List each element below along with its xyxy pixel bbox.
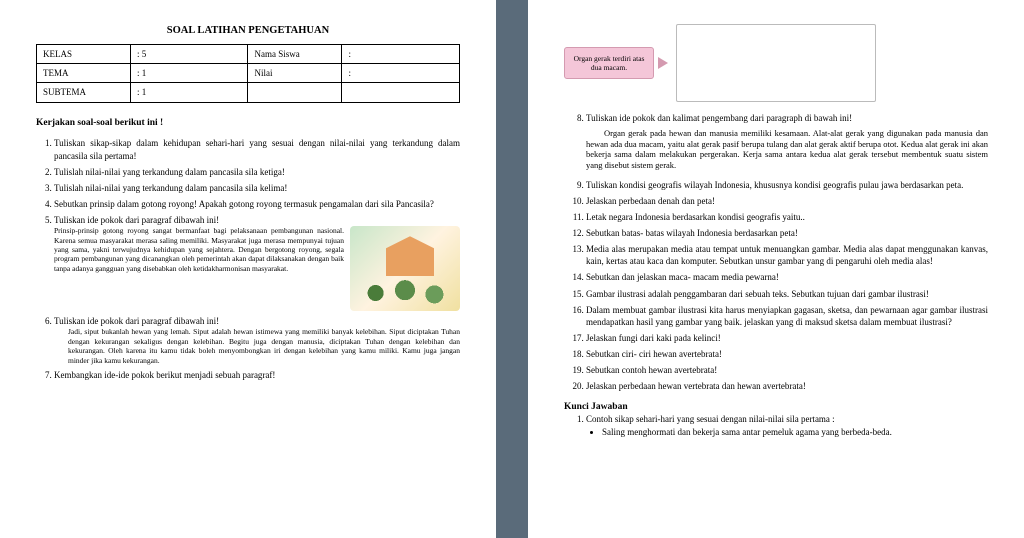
q8: Tuliskan ide pokok dan kalimat pengemban… [586, 112, 988, 171]
arrow-icon [658, 57, 668, 69]
q14: Sebutkan dan jelaskan maca- macam media … [586, 271, 988, 283]
q1: Tuliskan sikap-sikap dalam kehidupan seh… [54, 137, 460, 161]
q18: Sebutkan ciri- ciri hewan avertebrata! [586, 348, 988, 360]
q8-text: Tuliskan ide pokok dan kalimat pengemban… [586, 113, 852, 123]
empty-cell [248, 83, 342, 102]
page-gap [502, 0, 522, 538]
nilai-val: : [342, 64, 460, 83]
tema-val: : 1 [130, 64, 248, 83]
q6-paragraph: Jadi, siput bukanlah hewan yang lemah. S… [68, 327, 460, 365]
q5: Tuliskan ide pokok dari paragraf dibawah… [54, 214, 460, 311]
nilai-label: Nilai [248, 64, 342, 83]
kelas-val: : 5 [130, 45, 248, 64]
answer-key-title: Kunci Jawaban [564, 401, 988, 414]
q5-text: Tuliskan ide pokok dari paragraf dibawah… [54, 215, 219, 225]
doc-title: SOAL LATIHAN PENGETAHUAN [36, 24, 460, 38]
q7: Kembangkan ide-ide pokok berikut menjadi… [54, 369, 460, 381]
empty-cell [342, 83, 460, 102]
q4: Sebutkan prinsip dalam gotong royong! Ap… [54, 198, 460, 210]
question-list-right: Tuliskan ide pokok dan kalimat pengemban… [564, 112, 988, 393]
pink-box: Organ gerak terdiri atas dua macam. [564, 47, 654, 79]
q13: Media alas merupakan media atau tempat u… [586, 243, 988, 267]
instruction: Kerjakan soal-soal berikut ini ! [36, 117, 460, 130]
ans1a: Saling menghormati dan bekerja sama anta… [602, 426, 988, 438]
question-list-left: Tuliskan sikap-sikap dalam kehidupan seh… [36, 137, 460, 381]
answer-list: Contoh sikap sehari-hari yang sesuai den… [564, 413, 988, 437]
subtema-val: : 1 [130, 83, 248, 102]
q6: Tuliskan ide pokok dari paragraf dibawah… [54, 315, 460, 365]
diagram-row: Organ gerak terdiri atas dua macam. [564, 24, 988, 102]
q16: Dalam membuat gambar ilustrasi kita haru… [586, 304, 988, 328]
page-left: SOAL LATIHAN PENGETAHUAN KELAS : 5 Nama … [0, 0, 496, 538]
page-right: Organ gerak terdiri atas dua macam. Tuli… [528, 0, 1024, 538]
q6-text: Tuliskan ide pokok dari paragraf dibawah… [54, 316, 219, 326]
q12: Sebutkan batas- batas wilayah Indonesia … [586, 227, 988, 239]
empty-box [676, 24, 876, 102]
q9: Tuliskan kondisi geografis wilayah Indon… [586, 179, 988, 191]
q5-paragraph: Prinsip-prinsip gotong royong sangat ber… [54, 226, 344, 273]
nama-label: Nama Siswa [248, 45, 342, 64]
q15: Gambar ilustrasi adalah penggambaran dar… [586, 288, 988, 300]
q17: Jelaskan fungi dari kaki pada kelinci! [586, 332, 988, 344]
tema-label: TEMA [37, 64, 131, 83]
gotong-royong-illustration [350, 226, 460, 311]
nama-val: : [342, 45, 460, 64]
q10: Jelaskan perbedaan denah dan peta! [586, 195, 988, 207]
kelas-label: KELAS [37, 45, 131, 64]
subtema-label: SUBTEMA [37, 83, 131, 102]
ans1-text: Contoh sikap sehari-hari yang sesuai den… [586, 414, 835, 424]
q3: Tulislah nilai-nilai yang terkandung dal… [54, 182, 460, 194]
q19: Sebutkan contoh hewan avertebrata! [586, 364, 988, 376]
q11: Letak negara Indonesia berdasarkan kondi… [586, 211, 988, 223]
q2: Tulislah nilai-nilai yang terkandung dal… [54, 166, 460, 178]
ans1: Contoh sikap sehari-hari yang sesuai den… [586, 413, 988, 437]
q8-paragraph: Organ gerak pada hewan dan manusia memil… [586, 128, 988, 171]
meta-table: KELAS : 5 Nama Siswa : TEMA : 1 Nilai : … [36, 44, 460, 102]
q20: Jelaskan perbedaan hewan vertebrata dan … [586, 380, 988, 392]
